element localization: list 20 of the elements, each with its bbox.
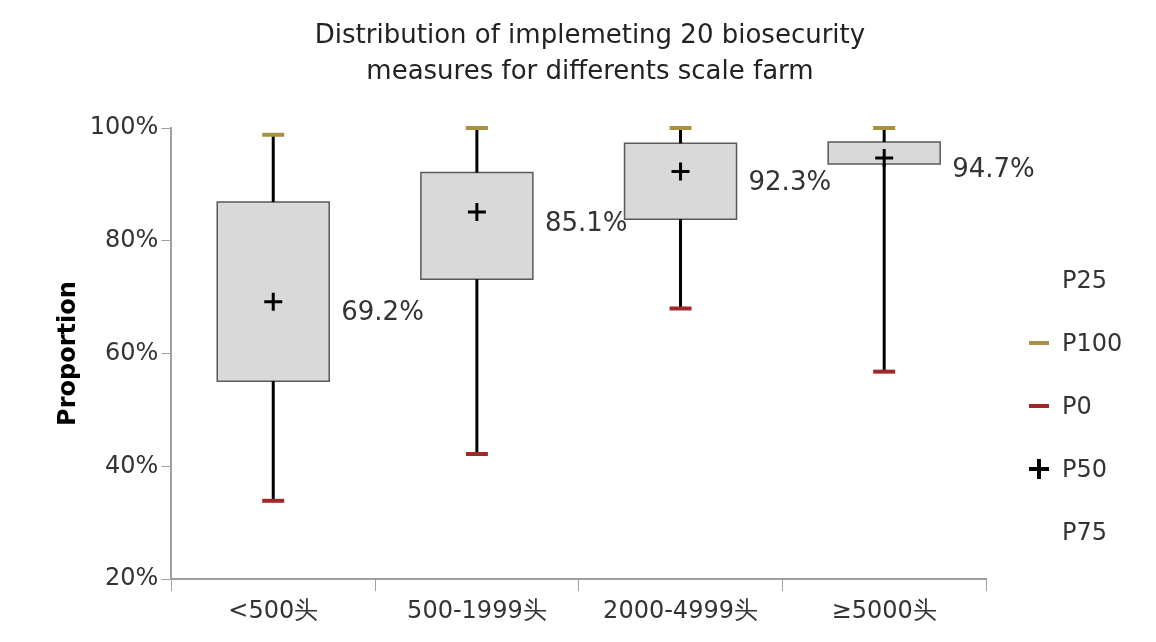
text: P0 xyxy=(1062,391,1092,420)
text: P75 xyxy=(1062,517,1108,546)
y-tick-label: 80% xyxy=(105,225,159,254)
x-tick-label: <500头 xyxy=(228,595,319,624)
y-axis-title: Proportion xyxy=(52,281,81,426)
text: P100 xyxy=(1062,328,1123,357)
x-tick-label: ≥5000头 xyxy=(831,595,937,624)
text: 94.7% xyxy=(952,152,1035,183)
y-tick-label: 40% xyxy=(105,450,159,479)
text: P50 xyxy=(1062,454,1108,483)
x-tick-label: 2000-4999头 xyxy=(603,595,758,624)
chart-title: Distribution of implemeting 20 biosecurity measures for differents scale farm xyxy=(313,18,867,87)
text: 92.3% xyxy=(748,166,832,197)
y-tick-label: 60% xyxy=(105,337,159,366)
text: 85.1% xyxy=(544,206,628,237)
x-tick-label: 500-1999头 xyxy=(407,595,547,624)
y-tick-label: 20% xyxy=(105,563,159,592)
text: 69.2% xyxy=(341,296,424,327)
y-tick-label: 100% xyxy=(89,112,159,141)
text: P25 xyxy=(1062,265,1108,294)
